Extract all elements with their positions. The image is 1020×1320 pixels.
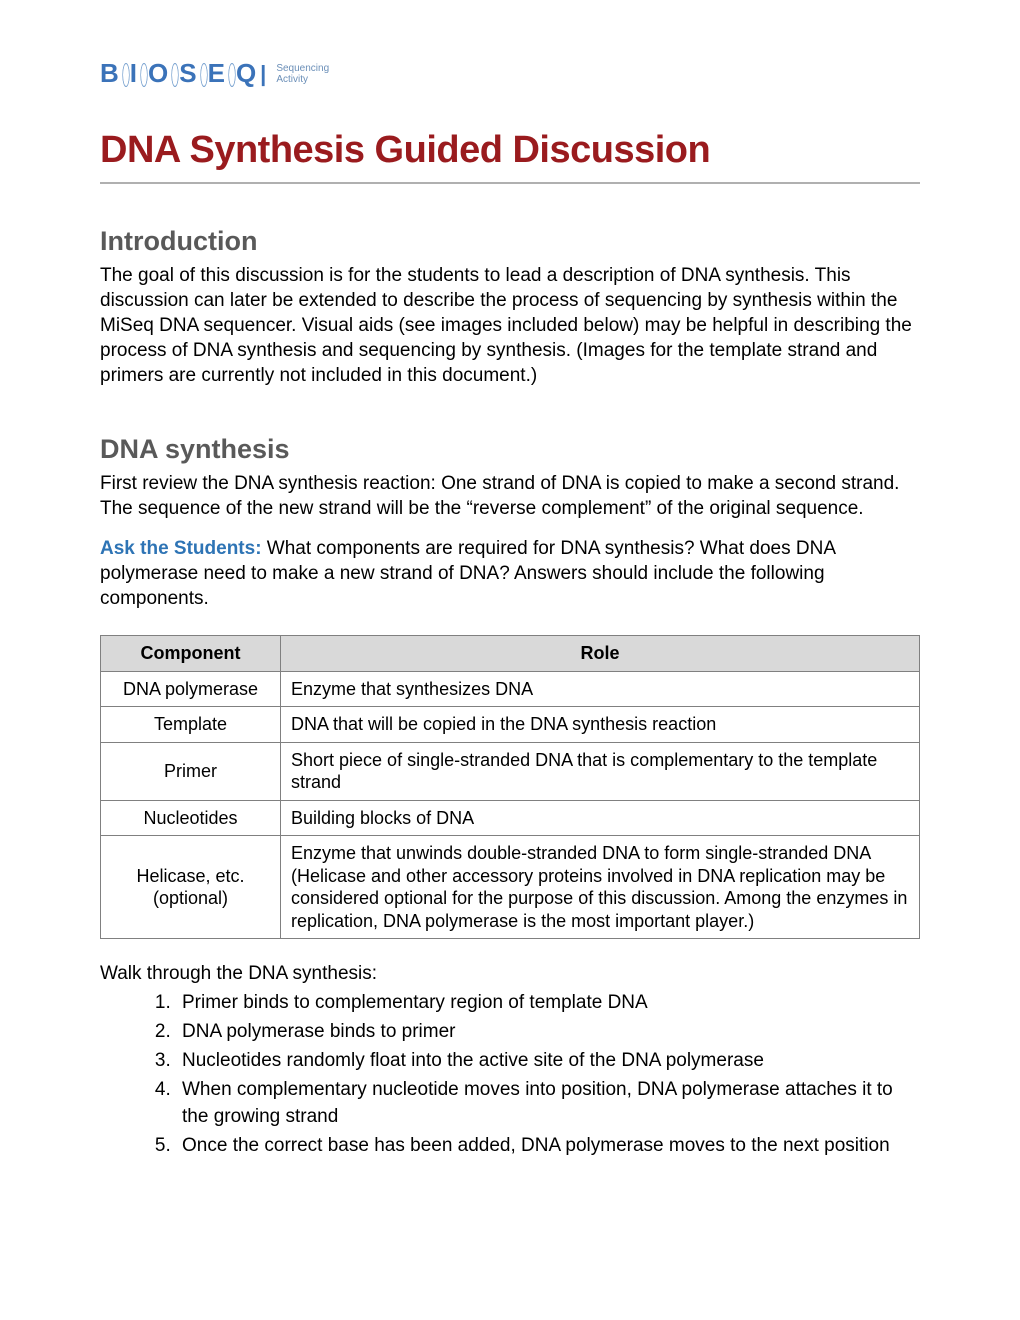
step-item: Once the correct base has been added, DN… — [176, 1133, 920, 1160]
components-table: Component Role DNA polymerase Enzyme tha… — [100, 635, 920, 940]
table-header-component: Component — [101, 635, 281, 671]
table-header-role: Role — [281, 635, 920, 671]
logo-letter: E — [208, 58, 226, 89]
table-row: Primer Short piece of single-stranded DN… — [101, 742, 920, 800]
table-header-row: Component Role — [101, 635, 920, 671]
cell-component: Template — [101, 707, 281, 743]
logo-sub-top: Sequencing — [276, 63, 329, 74]
walk-intro: Walk through the DNA synthesis: — [100, 961, 920, 986]
helix-icon — [120, 63, 130, 85]
logo-subtitle: Sequencing Activity — [276, 63, 329, 85]
logo-letter: I — [130, 58, 138, 89]
helix-icon — [138, 63, 148, 85]
step-item: DNA polymerase binds to primer — [176, 1019, 920, 1046]
table-row: DNA polymerase Enzyme that synthesizes D… — [101, 671, 920, 707]
cell-component: DNA polymerase — [101, 671, 281, 707]
logo-sub-bottom: Activity — [276, 74, 329, 85]
step-item: When complementary nucleotide moves into… — [176, 1077, 920, 1131]
ask-paragraph: Ask the Students: What components are re… — [100, 536, 920, 611]
table-row: Helicase, etc. (optional) Enzyme that un… — [101, 836, 920, 939]
intro-text: The goal of this discussion is for the s… — [100, 263, 920, 388]
cell-role: DNA that will be copied in the DNA synth… — [281, 707, 920, 743]
cell-role: Enzyme that unwinds double-stranded DNA … — [281, 836, 920, 939]
helix-icon — [169, 63, 179, 85]
logo-letter: S — [179, 58, 197, 89]
cell-role: Building blocks of DNA — [281, 800, 920, 836]
logo-letter: B — [100, 58, 120, 89]
ask-label: Ask the Students: — [100, 538, 262, 559]
logo-brand: BIOSEQ | — [100, 58, 270, 89]
logo-letter: O — [148, 58, 169, 89]
page-title: DNA Synthesis Guided Discussion — [100, 129, 920, 184]
table-row: Nucleotides Building blocks of DNA — [101, 800, 920, 836]
logo-letter: Q — [236, 58, 257, 89]
table-row: Template DNA that will be copied in the … — [101, 707, 920, 743]
section-heading-synth: DNA synthesis — [100, 434, 920, 465]
step-item: Nucleotides randomly float into the acti… — [176, 1048, 920, 1075]
steps-list: Primer binds to complementary region of … — [100, 990, 920, 1160]
section-heading-intro: Introduction — [100, 226, 920, 257]
cell-role: Enzyme that synthesizes DNA — [281, 671, 920, 707]
synth-review: First review the DNA synthesis reaction:… — [100, 471, 920, 521]
logo-divider: | — [260, 61, 267, 87]
step-item: Primer binds to complementary region of … — [176, 990, 920, 1017]
helix-icon — [198, 63, 208, 85]
cell-component: Helicase, etc. (optional) — [101, 836, 281, 939]
cell-role: Short piece of single-stranded DNA that … — [281, 742, 920, 800]
cell-component: Nucleotides — [101, 800, 281, 836]
helix-icon — [226, 63, 236, 85]
cell-component: Primer — [101, 742, 281, 800]
logo: BIOSEQ | Sequencing Activity — [100, 58, 920, 89]
